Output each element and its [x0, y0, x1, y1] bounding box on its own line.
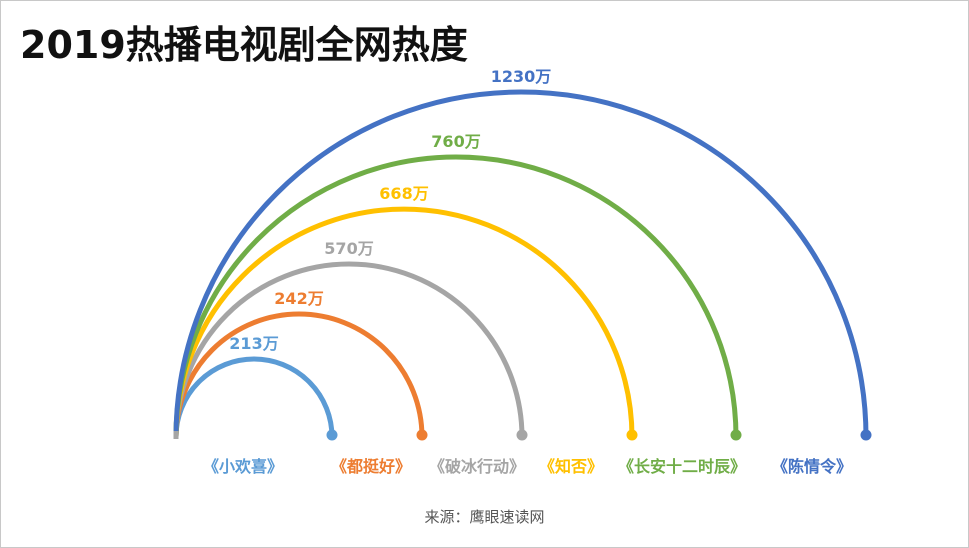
category-label-1: 《小欢喜》 — [203, 457, 283, 476]
value-label-4: 668万 — [379, 184, 428, 203]
category-label-3: 《破冰行动》 — [429, 457, 525, 476]
arc-series-1 — [173, 356, 335, 438]
arc-series-4 — [173, 206, 635, 438]
arc-series-2 — [173, 311, 425, 438]
category-label-2: 《都挺好》 — [331, 457, 411, 476]
arc-series-3 — [173, 261, 525, 438]
arc-end-marker-1 — [326, 429, 338, 441]
category-label-4: 《知否》 — [539, 457, 603, 476]
value-label-6: 1230万 — [491, 67, 552, 86]
category-label-6: 《陈情令》 — [772, 457, 852, 476]
arc-end-marker-6 — [860, 429, 872, 441]
arc-end-marker-2 — [416, 429, 428, 441]
arc-series-6 — [173, 89, 869, 438]
arc-end-marker-5 — [730, 429, 742, 441]
arc-end-marker-3 — [516, 429, 528, 441]
category-label-5: 《长安十二时辰》 — [618, 457, 746, 476]
value-label-3: 570万 — [324, 239, 373, 258]
arc-end-marker-4 — [626, 429, 638, 441]
source-note: 来源：鹰眼速读网 — [424, 508, 545, 526]
arc-series-5 — [173, 154, 739, 438]
value-label-1: 213万 — [229, 334, 278, 353]
chart-title: 2019热播电视剧全网热度 — [20, 23, 468, 67]
value-label-5: 760万 — [431, 132, 480, 151]
value-label-2: 242万 — [274, 289, 323, 308]
